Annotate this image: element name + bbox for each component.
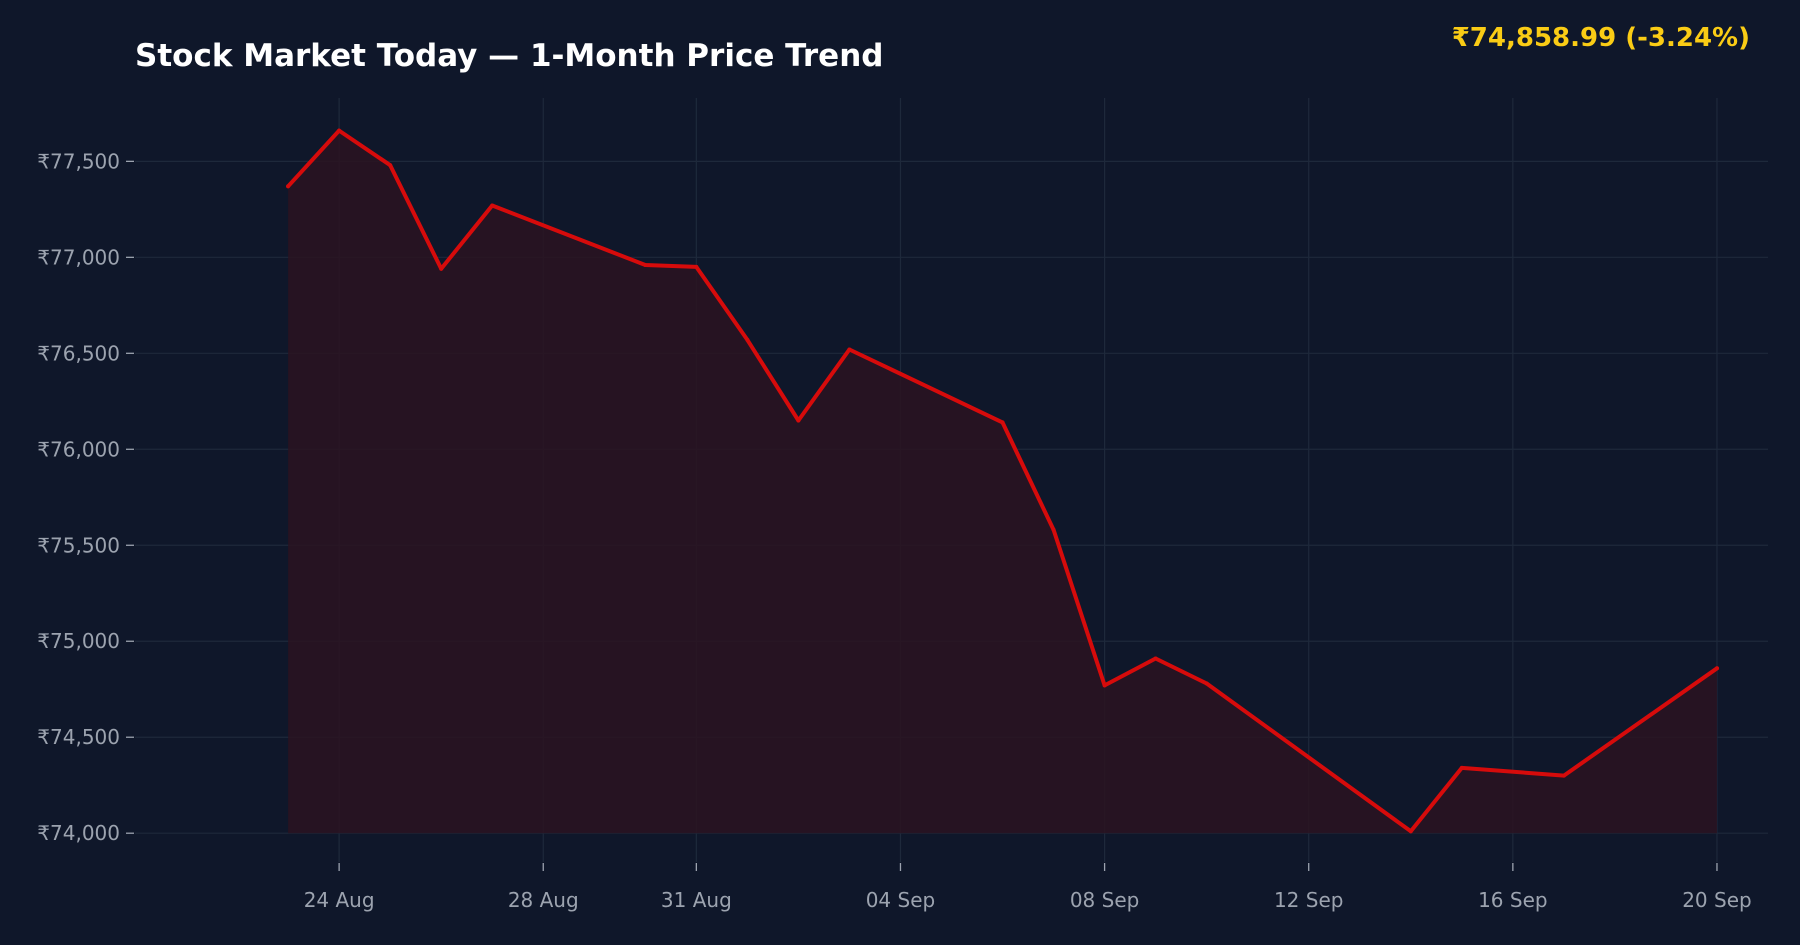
- price-point: [1153, 656, 1158, 661]
- chart-title: Stock Market Today — 1-Month Price Trend: [135, 38, 883, 74]
- x-tick-label: 08 Sep: [1070, 888, 1140, 912]
- price-point: [1102, 683, 1107, 688]
- price-point: [388, 163, 393, 168]
- price-point: [490, 203, 495, 208]
- price-point: [796, 418, 801, 423]
- x-tick-label: 31 Aug: [661, 888, 732, 912]
- price-point: [1459, 765, 1464, 770]
- x-axis: 24 Aug 28 Aug 31 Aug 04 Sep 08 Sep 12 Sep 16 S…: [304, 863, 1752, 912]
- x-tick-label: 12 Sep: [1274, 888, 1344, 912]
- price-point: [1204, 681, 1209, 686]
- y-tick-label: ₹77,500: [37, 149, 120, 173]
- y-axis: ₹74,000 ₹74,500 ₹75,000 ₹75,500 ₹76,000 ₹76,5…: [37, 149, 134, 845]
- price-point: [1408, 829, 1413, 834]
- area-layer: [288, 130, 1718, 834]
- price-point: [1715, 666, 1719, 671]
- y-tick-label: ₹76,000: [37, 437, 120, 461]
- price-readout: ₹74,858.99 (-3.24%): [1452, 23, 1750, 53]
- y-tick-label: ₹75,000: [37, 629, 120, 653]
- price-point: [1561, 773, 1566, 778]
- price-point: [847, 347, 852, 352]
- price-area-fill: [288, 130, 1718, 834]
- x-tick-label: 20 Sep: [1682, 888, 1752, 912]
- price-point: [1000, 420, 1005, 425]
- x-tick-label: 24 Aug: [304, 888, 375, 912]
- y-tick-label: ₹76,500: [37, 341, 120, 365]
- x-tick-label: 04 Sep: [866, 888, 936, 912]
- price-point: [337, 128, 342, 133]
- price-point: [745, 337, 750, 342]
- price-point: [643, 263, 648, 267]
- y-tick-label: ₹74,000: [37, 821, 120, 845]
- line-layer: [286, 128, 1719, 834]
- price-point: [694, 264, 699, 269]
- price-point: [286, 184, 291, 189]
- y-tick-label: ₹74,500: [37, 725, 120, 749]
- price-point: [439, 266, 444, 271]
- y-tick-label: ₹75,500: [37, 533, 120, 557]
- y-tick-label: ₹77,000: [37, 245, 120, 269]
- x-tick-label: 16 Sep: [1478, 888, 1548, 912]
- price-point: [1051, 527, 1056, 532]
- x-tick-label: 28 Aug: [508, 888, 579, 912]
